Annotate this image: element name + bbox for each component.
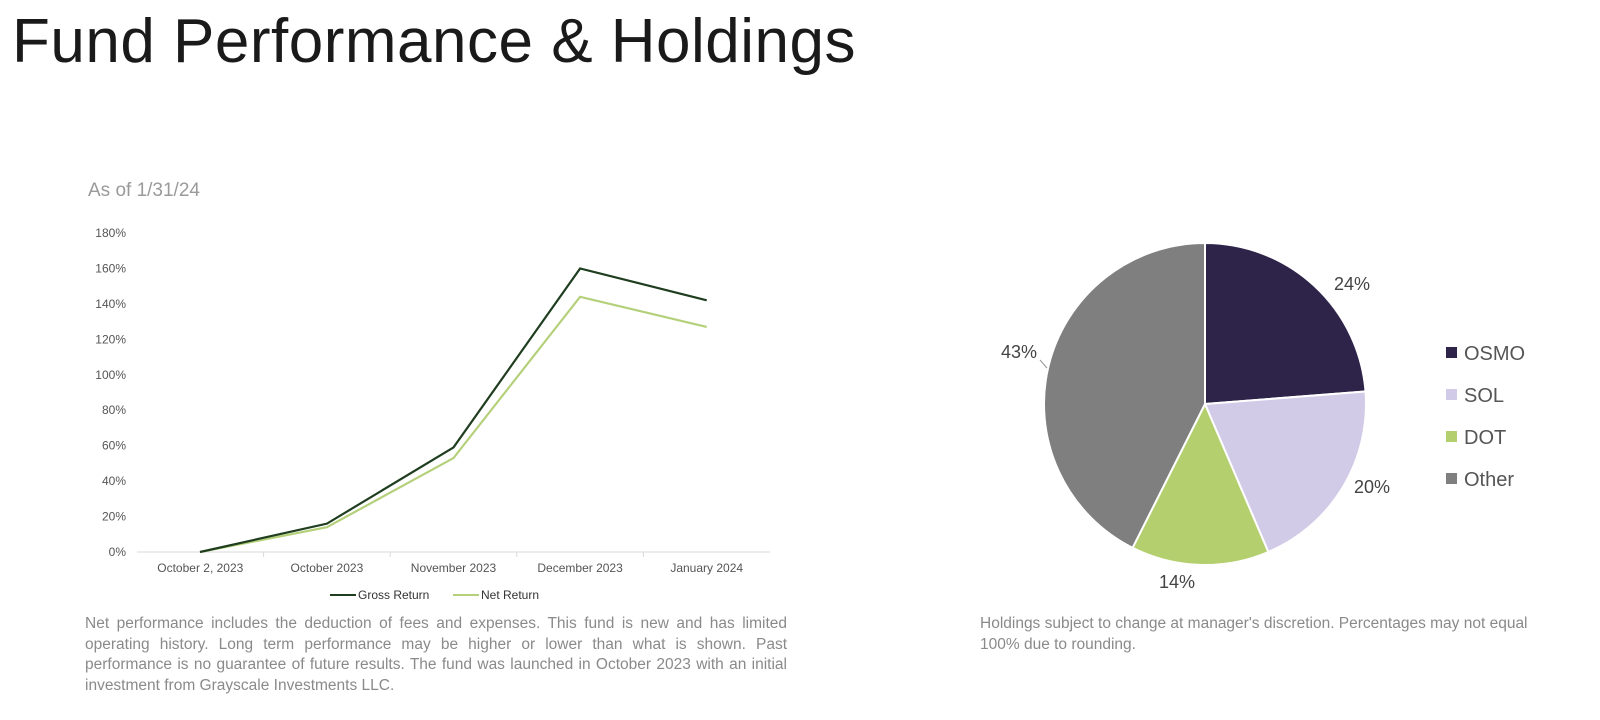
y-tick-label: 180% [95, 226, 126, 240]
pie-data-label: 20% [1354, 477, 1390, 497]
page-title: Fund Performance & Holdings [12, 7, 857, 76]
y-tick-label: 60% [102, 439, 126, 453]
legend-swatch [1446, 389, 1457, 400]
y-tick-label: 0% [109, 545, 127, 559]
y-tick-label: 160% [95, 261, 126, 275]
legend-swatch [1446, 431, 1457, 442]
holdings-disclaimer: Holdings subject to change at manager's … [980, 615, 1528, 653]
legend-label: Other [1464, 469, 1514, 491]
pie-slice-other [1043, 241, 1206, 550]
y-tick-label: 100% [95, 368, 126, 382]
performance-line-chart: 0% 20% 40% 60% 80% 100% 120% 140% 160% 180% Octobe… [95, 226, 770, 602]
y-tick-label: 120% [95, 332, 126, 346]
holdings-pie-chart: 24% 20% 14% 43% OSMO SOL DOT Other [1001, 241, 1525, 592]
series-line-gross-return [199, 267, 707, 554]
y-tick-label: 20% [102, 510, 126, 524]
x-tick-label: October 2, 2023 [157, 561, 243, 575]
x-tick-label: December 2023 [537, 561, 623, 575]
pie-data-label: 14% [1159, 572, 1195, 592]
x-tick-label: October 2023 [291, 561, 364, 575]
legend-swatch [1446, 473, 1457, 484]
series-line-net-return [199, 295, 707, 554]
pie-data-label: 43% [1001, 342, 1037, 362]
y-tick-label: 40% [102, 474, 126, 488]
pie-slice-dot [1131, 401, 1270, 566]
legend-label: Net Return [481, 588, 539, 602]
performance-disclaimer: Net performance includes the deduction o… [85, 615, 787, 694]
pie-slice-osmo [1204, 241, 1367, 406]
legend-label: SOL [1464, 385, 1504, 407]
pie-data-label: 24% [1334, 274, 1370, 294]
pie-leader-line [1039, 359, 1048, 369]
legend-label: OSMO [1464, 343, 1525, 365]
as-of-date: As of 1/31/24 [88, 180, 200, 201]
legend-swatch [1446, 347, 1457, 358]
x-tick-label: November 2023 [411, 561, 497, 575]
legend-label: DOT [1464, 427, 1506, 449]
y-tick-label: 140% [95, 297, 126, 311]
legend-label: Gross Return [358, 588, 429, 602]
x-tick-label: January 2024 [670, 561, 743, 575]
pie-slice-sol [1203, 390, 1367, 554]
y-tick-label: 80% [102, 403, 126, 417]
